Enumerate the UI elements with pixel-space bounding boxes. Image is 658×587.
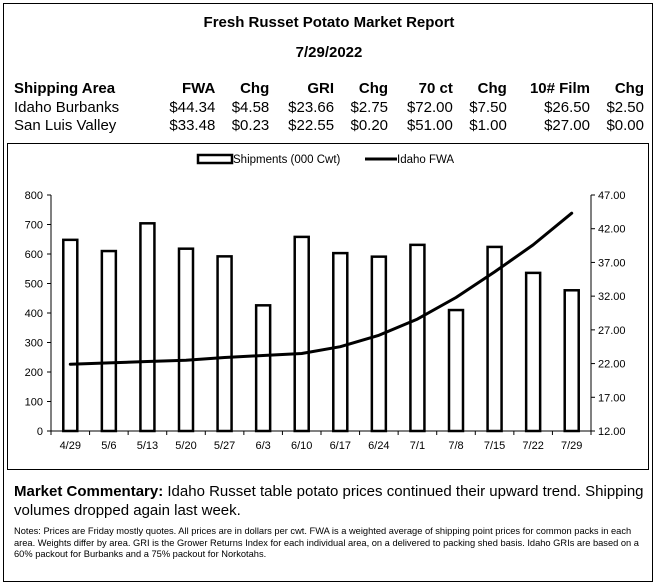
legend-shipments-label: Shipments (000 Cwt) (233, 154, 341, 166)
chart-legend: Shipments (000 Cwt) Idaho FWA (196, 153, 454, 166)
cell-70ct-chg: $7.50 (469, 98, 507, 116)
x-tick-label: 7/1 (410, 440, 425, 452)
bar (254, 304, 272, 433)
cell-gri-chg: $0.20 (350, 116, 389, 134)
bar (62, 238, 79, 433)
x-tick-label: 5/20 (175, 440, 196, 452)
header-70ct: 70 ct (418, 79, 453, 97)
bar-series (62, 222, 580, 433)
y-right-tick-label: 12.00 (598, 426, 626, 438)
report-date: 7/29/2022 (295, 44, 363, 61)
commentary-text: Idaho Russet table potato prices continu… (14, 483, 644, 519)
report-title: Fresh Russet Potato Market Report (203, 14, 455, 31)
table-row: Idaho Burbanks $44.34 $4.58 $23.66 $2.75… (14, 98, 644, 116)
y-left-tick-label: 800 (25, 190, 43, 202)
header-gri-chg: Chg (358, 79, 389, 97)
x-tick-label: 7/29 (561, 440, 582, 452)
y-right-tick-label: 27.00 (598, 325, 626, 337)
y-right-tick-label: 22.00 (598, 359, 626, 371)
commentary-lead: Market Commentary: (14, 483, 164, 500)
header-10-film-chg: Chg (614, 79, 644, 97)
cell-70ct: $51.00 (406, 116, 453, 134)
x-tick-label: 7/22 (522, 440, 543, 452)
chart-box: Shipments (000 Cwt) Idaho FWA 0 100 200 300… (7, 143, 649, 470)
cell-70ct-chg: $1.00 (469, 116, 507, 134)
header-fwa: FWA (181, 79, 216, 97)
cell-70ct: $72.00 (406, 98, 453, 116)
y-right-tick-label: 42.00 (598, 224, 626, 236)
idaho-fwa-line (68, 211, 574, 366)
bar (177, 247, 195, 433)
bar (293, 235, 310, 433)
cell-fwa: $33.48 (169, 116, 216, 134)
y-left-tick-label: 300 (25, 338, 43, 350)
header-fwa-chg: Chg (240, 79, 270, 97)
header-shipping-area: Shipping Area (14, 79, 116, 97)
y-right-tick-label: 47.00 (598, 190, 626, 202)
bar (563, 289, 580, 433)
cell-fwa-chg: $0.23 (231, 116, 270, 134)
cell-gri: $23.66 (288, 98, 335, 116)
shipments-fwa-chart: Shipments (000 Cwt) Idaho FWA 0 100 200 300… (25, 153, 626, 452)
cell-gri-chg: $2.75 (350, 98, 389, 116)
legend-bar-swatch (196, 153, 234, 165)
y-left-tick-label: 100 (25, 397, 43, 409)
header-gri: GRI (307, 79, 335, 97)
cell-10-film: $27.00 (544, 116, 590, 134)
bar (447, 308, 465, 433)
x-tick-label: 5/13 (137, 440, 158, 452)
bar (216, 255, 233, 433)
cell-10-film: $26.50 (544, 98, 590, 116)
bar (139, 222, 156, 433)
y-left-tick-label: 600 (25, 249, 43, 261)
cell-fwa-chg: $4.58 (231, 98, 270, 116)
bar (332, 251, 349, 433)
chart-axes: 0 100 200 300 400 500 600 700 800 12.00 17.00 22.00… (25, 190, 626, 452)
bar (524, 271, 542, 433)
y-left-tick-label: 400 (25, 308, 43, 320)
x-tick-label: 6/10 (291, 440, 312, 452)
y-right-tick-label: 17.00 (598, 392, 626, 404)
y-left-tick-label: 500 (25, 279, 43, 291)
price-table-header: Shipping Area FWA Chg GRI Chg 70 ct Chg … (14, 78, 644, 98)
table-row: San Luis Valley $33.48 $0.23 $22.55 $0.2… (14, 116, 644, 134)
x-tick-label: 5/27 (214, 440, 235, 452)
x-tick-label: 6/3 (255, 440, 270, 452)
cell-gri: $22.55 (288, 116, 335, 134)
cell-10-film-chg: $2.50 (606, 98, 644, 116)
header-10-film: 10# Film (529, 79, 590, 97)
cell-area: Idaho Burbanks (14, 98, 120, 116)
line-series (68, 211, 574, 366)
x-tick-label: 4/29 (60, 440, 81, 452)
header-70ct-chg: Chg (477, 79, 507, 97)
price-table: Shipping Area FWA Chg GRI Chg 70 ct Chg … (14, 78, 644, 134)
y-left-tick-label: 0 (37, 426, 43, 438)
x-tick-label: 7/15 (484, 440, 505, 452)
x-tick-label: 5/6 (101, 440, 116, 452)
y-right-tick-label: 32.00 (598, 291, 626, 303)
y-right-tick-label: 37.00 (598, 257, 626, 269)
market-commentary: Market Commentary: Idaho Russet table po… (14, 482, 646, 520)
cell-10-film-chg: $0.00 (606, 116, 644, 134)
y-left-tick-label: 200 (25, 367, 43, 379)
bar (100, 249, 118, 433)
x-tick-label: 7/8 (448, 440, 463, 452)
x-tick-label: 6/17 (330, 440, 351, 452)
legend-fwa-label: Idaho FWA (397, 154, 454, 166)
report-frame (3, 3, 653, 582)
bar (409, 243, 426, 433)
notes-text: Notes: Prices are Friday mostly quotes. … (14, 526, 639, 560)
cell-area: San Luis Valley (14, 116, 117, 134)
bar (370, 255, 388, 433)
cell-fwa: $44.34 (169, 98, 216, 116)
y-left-tick-label: 700 (25, 220, 43, 232)
x-tick-label: 6/24 (368, 440, 389, 452)
